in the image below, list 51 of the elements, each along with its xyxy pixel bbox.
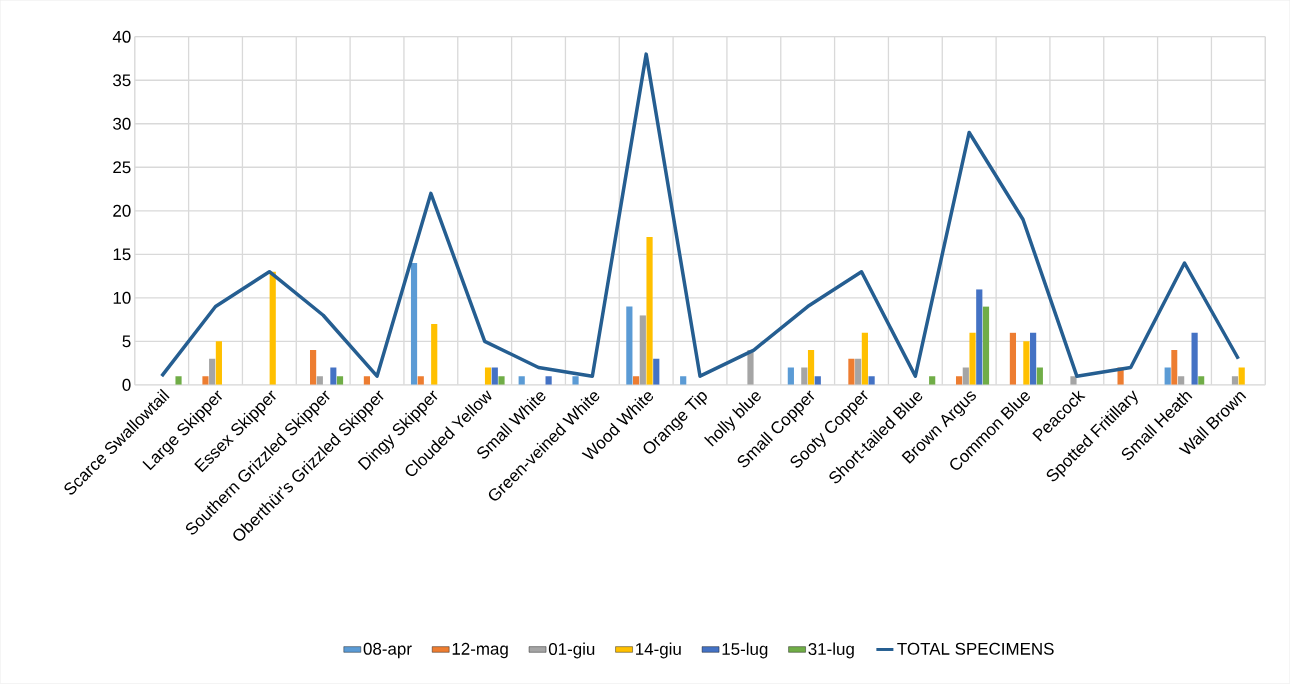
bar: [801, 367, 808, 386]
bar: [1070, 376, 1077, 386]
legend-label: 15-lug: [722, 642, 768, 659]
bar: [787, 367, 794, 386]
bar: [1009, 332, 1017, 386]
bar: [747, 350, 754, 386]
bar: [431, 324, 438, 386]
bar: [976, 289, 983, 386]
bar: [861, 332, 868, 386]
bar: [807, 350, 815, 386]
y-tick-label: 25: [113, 161, 131, 174]
bar: [491, 367, 498, 386]
bar: [1191, 332, 1198, 386]
y-tick-label: 20: [113, 204, 131, 217]
bar: [1036, 367, 1043, 386]
legend-label: 01-giu: [548, 642, 595, 659]
legend-label: 14-giu: [636, 642, 681, 659]
bar: [626, 306, 633, 386]
bar: [310, 350, 317, 386]
bar: [1030, 332, 1037, 386]
bar: [215, 341, 222, 386]
y-tick-label: 30: [113, 117, 131, 130]
legend-label: 08-apr: [363, 642, 412, 659]
bar: [646, 237, 653, 386]
y-tick-label: 10: [113, 291, 131, 304]
y-tick-label: 40: [112, 30, 131, 43]
legend-label: 31-lug: [808, 642, 854, 659]
bar: [572, 376, 579, 386]
bar: [855, 358, 862, 386]
bar: [410, 263, 418, 386]
bar: [962, 367, 969, 386]
legend-label: 12-mag: [452, 642, 508, 659]
y-tick-label: 5: [122, 335, 131, 348]
line-series: [159, 52, 1241, 379]
bar: [209, 358, 216, 386]
y-tick-label: 35: [113, 74, 131, 87]
y-tick-label: 15: [113, 248, 131, 261]
bar: [639, 315, 646, 386]
y-tick-label: 0: [122, 379, 131, 392]
bar: [269, 271, 276, 386]
bar: [969, 332, 976, 386]
bar: [1171, 350, 1178, 386]
bar: [982, 306, 990, 386]
bar: [653, 358, 660, 386]
bar: [498, 376, 505, 386]
bar: [848, 358, 855, 386]
bar: [1164, 367, 1171, 386]
bar: [484, 367, 492, 386]
legend-label: TOTAL SPECIMENS: [897, 642, 1054, 655]
bar: [1023, 341, 1030, 386]
bar: [1238, 367, 1245, 386]
